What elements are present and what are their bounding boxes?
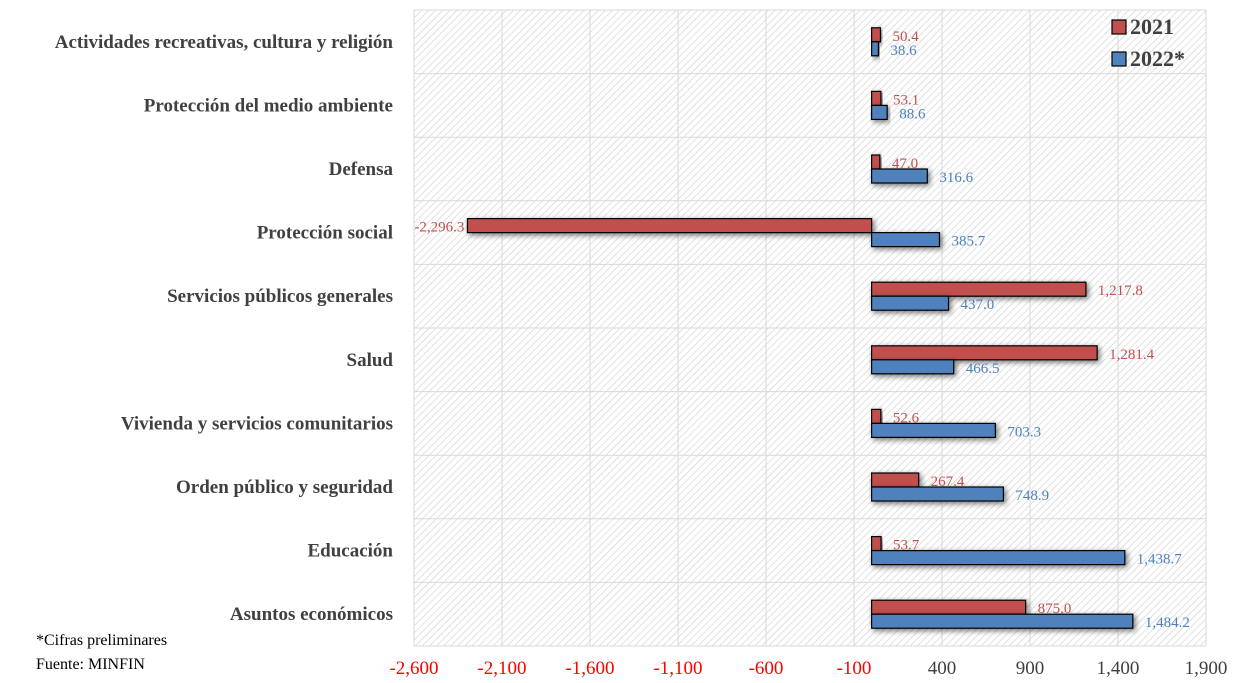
x-tick-label: 900 [1016,658,1045,679]
bar-2022-9 [870,613,1134,629]
data-label: 267.4 [931,474,965,490]
category-label: Orden público y seguridad [176,477,393,498]
category-label: Salud [347,350,394,371]
data-label: 1,281.4 [1109,347,1155,363]
data-label: 703.3 [1007,424,1041,440]
data-label: 466.5 [966,361,1000,377]
data-label: 748.9 [1015,488,1049,504]
category-label: Asuntos económicos [230,604,393,625]
category-label: Protección del medio ambiente [144,95,393,116]
bar-2021-9 [870,599,1027,615]
data-label: -2,296.3 [414,220,464,236]
data-label: 50.4 [892,29,919,45]
preliminary-note: *Cifras preliminares [36,632,168,649]
legend: 2021 2022* [1111,14,1185,71]
bar-2022-6 [870,422,996,438]
legend-label: 2022* [1130,46,1185,71]
x-tick-label: 400 [928,658,957,679]
bar-2021-0 [870,27,882,43]
data-label: 316.6 [939,170,973,186]
x-tick-label: -600 [749,658,784,679]
bar-2022-8 [870,549,1126,566]
x-tick-label: 1,900 [1185,658,1228,679]
bar-2021-3 [466,218,873,234]
bar-2022-3 [870,232,941,248]
value-labels: 50.4 53.1 47.0 -2,296.3 1,217.8 1,281.4 52.6 26… [414,29,1189,631]
bar-2021-1 [870,90,882,107]
x-tick-label: 1,400 [1097,658,1140,679]
data-label: 53.1 [893,92,919,108]
bar-2022-1 [870,104,888,121]
x-tick-label: -2,100 [477,658,526,679]
bar-2021-2 [870,154,881,170]
data-label: 1,438.7 [1137,552,1183,568]
data-label: 88.6 [899,106,926,122]
x-tick-label: -100 [837,658,872,679]
legend-label: 2021 [1130,14,1174,39]
category-label: Vivienda y servicios comunitarios [121,413,393,434]
data-label: 437.0 [961,297,995,313]
data-label: 53.7 [893,538,920,554]
x-axis-ticks: -2,600 -2,100 -1,600 -1,100 -600 -100 400 900 1,… [389,658,1227,679]
legend-swatch [1111,51,1127,67]
bar-2022-5 [870,359,955,375]
bar-2021-6 [870,408,882,424]
data-label: 52.6 [893,410,920,426]
bars [466,27,1134,629]
category-label: Defensa [329,159,394,180]
x-tick-label: -1,100 [653,658,702,679]
data-label: 38.6 [890,43,917,59]
bar-2022-2 [870,168,928,184]
data-label: 875.0 [1038,601,1072,617]
category-label: Educación [307,541,393,562]
bar-2021-7 [870,472,920,488]
data-label: 47.0 [892,156,918,172]
data-label: 1,217.8 [1098,283,1143,299]
category-label: Servicios públicos generales [167,286,393,307]
data-label: 1,484.2 [1145,615,1190,631]
bar-2022-4 [870,295,950,311]
category-label: Actividades recreativas, cultura y relig… [55,32,394,53]
bar-2021-4 [870,281,1087,297]
x-tick-label: -2,600 [389,658,438,679]
gridlines [413,9,1207,647]
x-tick-label: -1,600 [565,658,614,679]
category-label: Protección social [257,223,393,244]
source-note: Fuente: MINFIN [36,656,145,673]
legend-swatch [1111,19,1127,35]
bar-2022-0 [870,41,879,57]
bar-2022-7 [870,486,1005,502]
data-label: 385.7 [951,234,985,250]
category-labels: Actividades recreativas, cultura y relig… [55,32,394,625]
bar-2021-5 [870,345,1098,361]
bar-2021-8 [870,535,882,552]
